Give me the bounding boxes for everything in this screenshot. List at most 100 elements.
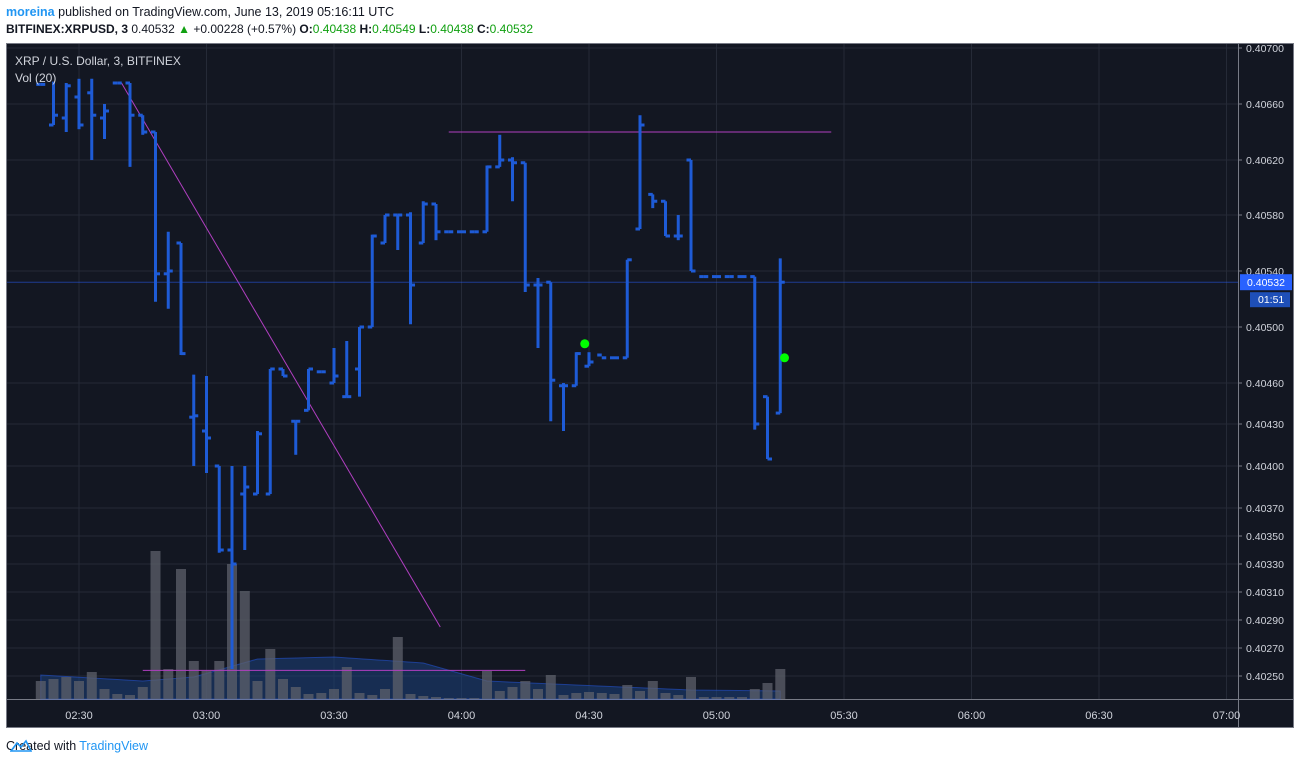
price-tick-label: 0.40290 xyxy=(1246,615,1284,627)
published-text: published on TradingView.com, June 13, 2… xyxy=(58,5,394,19)
volume-bar xyxy=(520,681,531,699)
volume-bar xyxy=(762,683,773,699)
volume-bar xyxy=(749,689,760,699)
volume-bar xyxy=(214,661,225,699)
volume-bar xyxy=(456,698,467,699)
price-tick-label: 0.40370 xyxy=(1246,503,1284,515)
volume-bar xyxy=(673,695,684,699)
volume-bar xyxy=(239,591,250,699)
time-tick-label: 06:30 xyxy=(1085,710,1113,722)
price-tick-label: 0.40660 xyxy=(1246,99,1284,111)
publish-info: moreina published on TradingView.com, Ju… xyxy=(6,5,394,19)
trendline xyxy=(121,82,441,628)
volume-bar xyxy=(74,681,84,699)
volume-bar xyxy=(137,687,148,699)
volume-bar xyxy=(737,697,747,699)
price-tick-label: 0.40620 xyxy=(1246,155,1284,167)
volume-bar xyxy=(61,677,72,699)
volume-bar xyxy=(405,694,416,699)
volume-bar xyxy=(354,693,365,699)
symbol-label: BITFINEX:XRPUSD, 3 xyxy=(6,22,129,36)
low-key: L: xyxy=(418,22,431,36)
volume-bar xyxy=(150,551,161,699)
volume-bar xyxy=(558,695,569,699)
volume-bar xyxy=(112,694,123,699)
open-key: O: xyxy=(299,22,313,36)
volume-bar xyxy=(596,693,607,699)
volume-bar xyxy=(698,697,709,699)
countdown-value: 01:51 xyxy=(1258,294,1284,306)
low-value: 0.40438 xyxy=(430,22,474,36)
volume-bar xyxy=(686,677,696,699)
time-tick-label: 03:00 xyxy=(193,710,221,722)
chart-legend-title: XRP / U.S. Dollar, 3, BITFINEX xyxy=(15,54,181,68)
volume-bar xyxy=(571,693,582,699)
volume-bar xyxy=(341,667,352,699)
price-tick-label: 0.40460 xyxy=(1246,378,1284,390)
price-tick-label: 0.40330 xyxy=(1246,559,1284,571)
close-value: 0.40532 xyxy=(489,22,534,36)
volume-bar xyxy=(469,698,480,699)
price-tick-label: 0.40310 xyxy=(1246,587,1284,599)
volume-bar xyxy=(176,569,186,699)
volume-bar xyxy=(482,671,492,699)
volume-bar xyxy=(724,697,735,699)
time-tick-label: 05:00 xyxy=(703,710,731,722)
last-price: 0.40532 xyxy=(131,22,175,36)
author-name[interactable]: moreina xyxy=(6,5,55,19)
open-value: 0.40438 xyxy=(312,22,357,36)
volume-bar xyxy=(265,649,276,699)
footer: Created with TradingView xyxy=(6,739,148,753)
price-badge-value: 0.40532 xyxy=(1247,277,1285,289)
price-tick-label: 0.40350 xyxy=(1246,531,1284,543)
volume-bar xyxy=(622,685,633,699)
price-tick-label: 0.40500 xyxy=(1246,322,1284,334)
time-tick-label: 02:30 xyxy=(65,710,93,722)
volume-bar xyxy=(647,681,658,699)
volume-bar xyxy=(252,681,263,699)
volume-bar xyxy=(418,696,429,699)
volume-bar xyxy=(533,689,543,699)
created-with-label: Created with xyxy=(6,739,77,753)
volume-bar xyxy=(316,693,327,699)
price-change: +0.00228 (+0.57%) xyxy=(193,22,297,36)
time-tick-label: 06:00 xyxy=(958,710,986,722)
volume-bar xyxy=(609,694,620,699)
volume-bar xyxy=(443,698,454,699)
volume-bar xyxy=(545,675,556,699)
up-arrow-icon: ▲ xyxy=(178,22,190,36)
volume-bar xyxy=(303,694,314,699)
countdown-badge xyxy=(1250,292,1290,308)
time-tick-label: 07:00 xyxy=(1213,710,1241,722)
price-tick-label: 0.40250 xyxy=(1246,671,1284,683)
volume-bar xyxy=(48,679,59,699)
time-tick-label: 04:00 xyxy=(448,710,476,722)
volume-bar xyxy=(329,689,339,699)
time-tick-label: 04:30 xyxy=(575,710,603,722)
volume-bar xyxy=(584,692,594,699)
volume-legend: Vol (20) xyxy=(15,71,57,85)
volume-bar xyxy=(188,661,199,699)
price-badge xyxy=(1240,274,1292,291)
volume-bar xyxy=(660,693,671,699)
time-tick-label: 05:30 xyxy=(830,710,858,722)
ohlc-info: BITFINEX:XRPUSD, 3 0.40532 ▲ +0.00228 (+… xyxy=(6,22,533,36)
volume-bar xyxy=(380,689,390,699)
signal-marker xyxy=(780,353,789,363)
volume-bar xyxy=(290,687,301,699)
volume-bar xyxy=(507,687,518,699)
price-tick-label: 0.40700 xyxy=(1246,44,1284,55)
volume-bar xyxy=(494,691,505,699)
volume-bar xyxy=(125,695,135,699)
chart-panel[interactable]: 0.40700 0.40660 0.40620 0.40580 0.40540 0.405… xyxy=(6,43,1294,728)
tradingview-brand[interactable]: TradingView xyxy=(79,739,148,753)
close-key: C: xyxy=(476,22,490,36)
price-chart[interactable]: 0.407000.406600.406200.405800.405400.405… xyxy=(7,44,1293,727)
volume-bar xyxy=(367,695,378,699)
price-tick-label: 0.40270 xyxy=(1246,643,1284,655)
volume-bar xyxy=(86,672,97,699)
volume-bar xyxy=(775,669,786,699)
volume-bar xyxy=(392,637,403,699)
price-tick-label: 0.40430 xyxy=(1246,419,1284,431)
volume-bar xyxy=(635,691,645,699)
